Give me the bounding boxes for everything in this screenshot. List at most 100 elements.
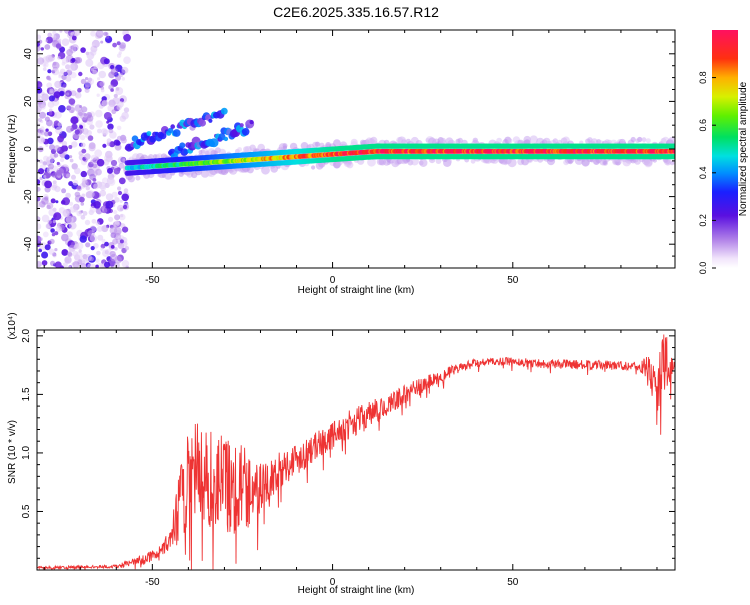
heatmap-noise-cell <box>96 30 103 36</box>
heatmap-noise-cell <box>61 188 67 194</box>
heatmap-noise-cell <box>116 125 122 131</box>
heatmap-noise-cell <box>100 185 107 191</box>
heatmap-noise-cell <box>55 43 62 49</box>
heatmap-noise-cell <box>51 67 60 76</box>
x-tick-label: 50 <box>507 577 519 588</box>
heatmap-noise-cell <box>118 162 125 169</box>
heatmap-noise-cell <box>45 128 49 132</box>
heatmap-noise-cell <box>90 30 96 37</box>
heatmap-noise-cell <box>91 218 97 224</box>
heatmap-halo-cell <box>127 175 135 183</box>
heatmap-halo-cell <box>529 135 538 144</box>
heatmap-noise-cell <box>95 120 103 128</box>
heatmap-noise-cell <box>101 100 108 107</box>
heatmap-noise-cell <box>105 35 110 39</box>
heatmap-noise-cell <box>85 186 91 191</box>
heatmap-noise-cell <box>54 248 58 252</box>
heatmap-noise-cell <box>59 157 65 163</box>
heatmap-noise-cell <box>114 255 122 264</box>
heatmap-noise-cell <box>61 57 69 64</box>
heatmap-noise-cell <box>100 243 106 249</box>
heatmap-noise-cell <box>37 122 41 127</box>
heatmap-noise-cell <box>37 54 41 58</box>
heatmap-noise-cell <box>55 126 63 135</box>
heatmap-halo-cell <box>237 147 243 152</box>
heatmap-branch-cell <box>218 133 226 141</box>
heatmap-noise-cell <box>37 87 43 94</box>
heatmap-noise-cell <box>69 158 74 163</box>
spectrogram-xlabel: Height of straight line (km) <box>298 285 415 296</box>
heatmap-noise-cell <box>99 189 107 197</box>
heatmap-noise-cell <box>48 111 53 116</box>
heatmap-noise-cell <box>121 66 129 74</box>
heatmap-noise-cell <box>117 101 124 108</box>
heatmap-noise-cell <box>46 156 54 165</box>
heatmap-noise-cell <box>97 128 102 134</box>
heatmap-noise-cell <box>78 71 83 77</box>
heatmap-noise-cell <box>110 67 119 76</box>
heatmap-noise-cell <box>80 78 87 85</box>
heatmap-noise-cell <box>41 93 49 102</box>
heatmap-branch-cell <box>168 127 174 134</box>
y-tick-label: 40 <box>23 48 34 60</box>
heatmap-halo-cell <box>135 175 141 181</box>
heatmap-noise-cell <box>52 30 57 35</box>
heatmap-noise-cell <box>59 86 65 93</box>
heatmap-noise-cell <box>40 126 45 131</box>
heatmap-noise-cell <box>41 260 48 266</box>
heatmap-halo-cell <box>667 136 675 146</box>
heatmap-noise-cell <box>86 114 94 122</box>
heatmap-noise-cell <box>37 216 41 222</box>
heatmap-noise-cell <box>90 159 95 165</box>
heatmap-branch-cell <box>159 131 167 140</box>
heatmap-halo-cell <box>401 139 407 145</box>
heatmap-noise-cell <box>95 168 102 176</box>
heatmap-noise-cell <box>111 191 118 198</box>
heatmap-noise-cell <box>107 123 114 130</box>
heatmap-noise-cell <box>59 91 64 96</box>
heatmap-halo-cell <box>283 145 287 150</box>
heatmap-halo-cell <box>507 158 517 168</box>
heatmap-noise-cell <box>37 168 45 175</box>
heatmap-noise-cell <box>96 225 103 232</box>
heatmap-noise-cell <box>41 214 50 223</box>
heatmap-noise-cell <box>61 140 68 147</box>
heatmap-noise-cell <box>82 211 88 216</box>
heatmap-noise-cell <box>89 124 95 130</box>
heatmap-halo-cell <box>630 136 636 143</box>
heatmap-noise-cell <box>101 225 109 233</box>
heatmap-noise-cell <box>37 45 41 52</box>
colorbar-tick-label: 0.0 <box>698 262 708 275</box>
heatmap-noise-cell <box>61 233 69 242</box>
heatmap-noise-cell <box>76 242 84 250</box>
heatmap-noise-cell <box>70 90 77 97</box>
snr-ylabel: SNR (10 * v/v) <box>7 420 18 484</box>
heatmap-noise-cell <box>72 261 80 268</box>
heatmap-halo-cell <box>665 159 671 165</box>
heatmap-noise-cell <box>77 87 82 93</box>
heatmap-noise-cell <box>114 262 120 268</box>
heatmap-branch-cell <box>249 120 254 125</box>
heatmap-noise-cell <box>69 201 74 206</box>
heatmap-noise-cell <box>66 49 73 56</box>
heatmap-noise-cell <box>53 153 59 158</box>
heatmap-noise-cell <box>68 106 75 114</box>
heatmap-ridge-edge <box>672 143 675 149</box>
heatmap-noise-cell <box>54 111 62 119</box>
heatmap-noise-cell <box>113 139 120 146</box>
heatmap-noise-cell <box>102 143 107 148</box>
heatmap-halo-cell <box>641 137 647 143</box>
heatmap-branch-cell <box>146 131 152 136</box>
heatmap-noise-cell <box>90 154 97 161</box>
heatmap-noise-cell <box>108 216 114 222</box>
heatmap-noise-cell <box>79 235 87 243</box>
heatmap-noise-cell <box>66 173 71 178</box>
heatmap-noise-cell <box>37 261 42 268</box>
heatmap-noise-cell <box>37 117 43 123</box>
heatmap-noise-cell <box>124 246 130 251</box>
heatmap-noise-cell <box>107 178 116 186</box>
heatmap-noise-cell <box>68 181 74 187</box>
heatmap-noise-cell <box>100 247 104 251</box>
heatmap-noise-cell <box>51 184 57 191</box>
